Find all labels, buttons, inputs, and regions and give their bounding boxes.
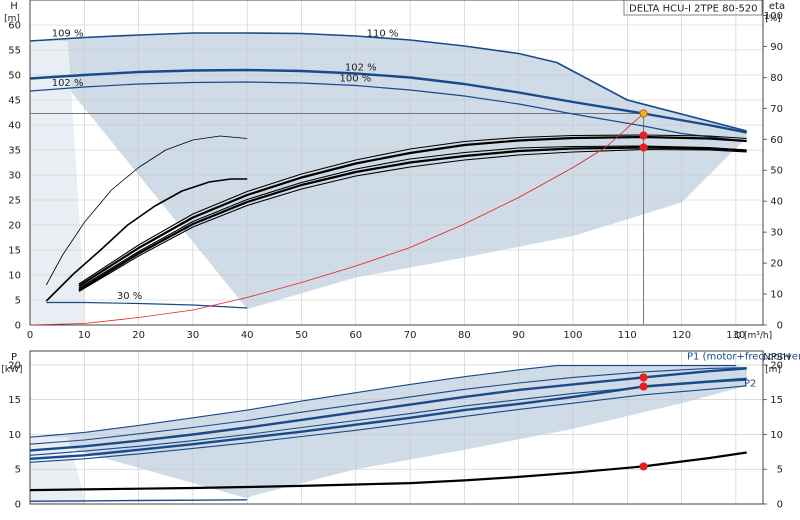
x-tick-label: 80: [458, 330, 471, 341]
y2-tick-label: 60: [770, 135, 783, 146]
y-tick-label: 35: [8, 146, 21, 157]
y-axis-title: P: [11, 352, 17, 363]
y-tick-label: 5: [15, 465, 21, 476]
y-axis-title: H: [10, 1, 18, 12]
plot-frame: [29, 0, 764, 326]
x-tick-label: 120: [672, 330, 691, 341]
y2-tick-label: 30: [770, 228, 783, 239]
chart-title: DELTA HCU-I 2TPE 80-520: [629, 4, 758, 15]
curve-label: 109 %: [52, 29, 84, 40]
x-tick-label: 130: [726, 330, 745, 341]
y-tick-label: 60: [8, 21, 21, 32]
x-tick-label: 40: [241, 330, 254, 341]
x-tick-label: 110: [618, 330, 637, 341]
y2-axis-unit: [m]: [765, 365, 781, 375]
y2-tick-label: 0: [777, 500, 783, 511]
y-tick-label: 20: [8, 360, 21, 371]
duty-point-1: [639, 382, 648, 391]
series-line-11: [29, 113, 644, 326]
y-tick-label: 0: [15, 321, 21, 332]
series-line-0: [29, 32, 747, 132]
x-tick-label: 20: [132, 330, 145, 341]
duty-point-0: [639, 109, 648, 118]
y-tick-label: 45: [8, 96, 21, 107]
curve-label: P1 (motor+freq.converter): [687, 352, 800, 363]
series-line-6: [29, 499, 248, 502]
y-tick-label: 10: [8, 271, 21, 282]
series-line-5: [29, 385, 747, 463]
y-axis-unit: [m]: [4, 14, 20, 24]
y-tick-label: 15: [8, 395, 21, 406]
x-tick-label: 70: [404, 330, 417, 341]
series-line-0: [29, 365, 736, 438]
power-npsh-panel: P1 (motor+freq.converter)P20510152005101…: [1, 350, 800, 511]
y2-tick-label: 70: [770, 104, 783, 115]
y-tick-label: 50: [8, 71, 21, 82]
y2-axis-title: eta: [769, 1, 785, 12]
low-flow-region: [30, 41, 85, 325]
curve-label: 110 %: [367, 29, 399, 40]
series-line-4: [45, 135, 248, 286]
title-box: DELTA HCU-I 2TPE 80-520: [623, 0, 763, 16]
curve-label: P2: [744, 379, 756, 390]
series-line-2: [29, 367, 747, 452]
x-tick-label: 0: [27, 330, 33, 341]
y-tick-label: 55: [8, 46, 21, 57]
y2-axis-title: NPSH: [763, 352, 790, 363]
duty-point-2: [639, 143, 648, 152]
x-tick-label: 60: [349, 330, 362, 341]
y2-tick-label: 15: [770, 395, 783, 406]
series-line-7: [29, 451, 747, 492]
series-line-1: [29, 367, 747, 445]
y-tick-label: 25: [8, 196, 21, 207]
plot-frame: [29, 350, 764, 505]
y-tick-label: 20: [8, 221, 21, 232]
y2-tick-label: 50: [770, 166, 783, 177]
y2-tick-label: 20: [770, 360, 783, 371]
x-axis-title: Q [m³/h]: [734, 331, 772, 341]
duty-point-1: [639, 131, 648, 140]
y2-tick-label: 100: [764, 11, 783, 22]
x-tick-label: 100: [563, 330, 582, 341]
y-tick-label: 0: [15, 500, 21, 511]
head-efficiency-panel: 109 % 110 %102 %102 % 100 %30 %05101520253…: [4, 0, 785, 341]
x-tick-label: 90: [512, 330, 525, 341]
y2-tick-label: 40: [770, 197, 783, 208]
y-tick-label: 30: [8, 171, 21, 182]
y-tick-label: 10: [8, 430, 21, 441]
series-line-4: [29, 377, 747, 460]
y2-tick-label: 80: [770, 73, 783, 84]
y2-tick-label: 20: [770, 259, 783, 270]
duty-point-0: [639, 373, 648, 382]
y-tick-label: 5: [15, 296, 21, 307]
curve-label: 102 %: [345, 63, 377, 74]
series-line-5: [45, 178, 248, 302]
x-tick-label: 10: [78, 330, 91, 341]
y2-tick-label: 5: [777, 465, 783, 476]
y-axis-unit: [kW]: [1, 365, 22, 375]
y2-tick-label: 10: [770, 290, 783, 301]
y2-axis-unit: [%]: [765, 14, 781, 24]
curve-label: 30 %: [117, 291, 142, 302]
y-tick-label: 40: [8, 121, 21, 132]
y2-tick-label: 10: [770, 430, 783, 441]
curve-label: 102 %: [52, 78, 84, 89]
y2-tick-label: 90: [770, 42, 783, 53]
x-tick-label: 50: [295, 330, 308, 341]
duty-point-2: [639, 462, 648, 471]
y-tick-label: 15: [8, 246, 21, 257]
y2-tick-label: 0: [777, 321, 783, 332]
operating-region: [30, 365, 747, 499]
x-tick-label: 30: [187, 330, 200, 341]
series-line-1: [29, 68, 747, 134]
curve-label: 100 %: [339, 74, 371, 85]
